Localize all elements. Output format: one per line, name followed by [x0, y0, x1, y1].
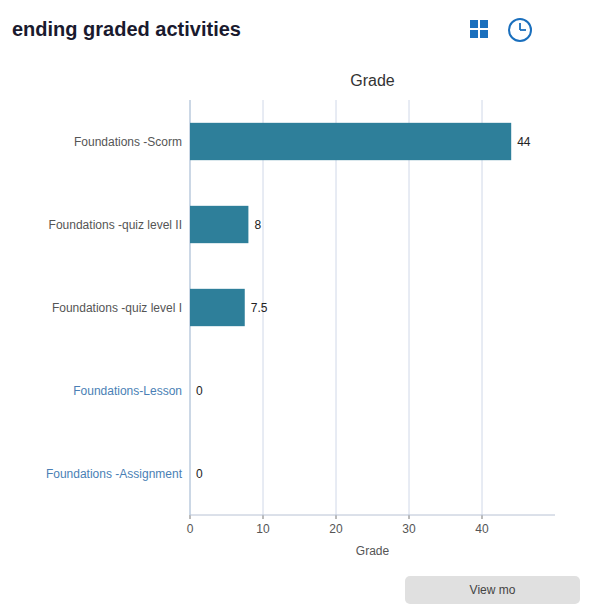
header-icons	[470, 19, 531, 41]
grid-icon-square	[470, 20, 478, 28]
grid-line	[409, 100, 410, 515]
bar	[190, 289, 245, 326]
x-tick-label: 20	[329, 522, 343, 536]
bar	[190, 123, 511, 160]
bar	[190, 455, 191, 492]
view-more-text[interactable]: View mo	[470, 583, 516, 597]
x-axis-line	[190, 515, 555, 516]
x-tick	[263, 515, 264, 519]
grid-icon-square	[470, 30, 478, 38]
chart-svg: ending graded activitiesGrade01020304000…	[0, 0, 600, 613]
x-axis-title: Grade	[356, 544, 390, 558]
category-label: Foundations -quiz level I	[52, 301, 182, 315]
grid-icon-square	[480, 20, 488, 28]
bars	[190, 123, 511, 326]
x-tick	[190, 515, 191, 519]
category-label: Foundations-Lesson	[73, 384, 182, 398]
clock-hand	[519, 23, 521, 30]
data-label: 7.5	[251, 301, 268, 315]
view-more-background[interactable]	[405, 576, 580, 604]
bar	[190, 206, 248, 243]
x-tick	[336, 515, 337, 519]
grid-line	[482, 100, 483, 515]
category-label: Foundations -quiz level II	[49, 218, 182, 232]
x-tick-label: 30	[402, 522, 416, 536]
data-label: 0	[196, 384, 203, 398]
header: ending graded activities	[12, 18, 241, 40]
chart-title: Grade	[350, 72, 395, 89]
x-tick-label: 40	[475, 522, 489, 536]
x-tick-label: 0	[187, 522, 194, 536]
x-axis-ticks: 0 10 20 30 40	[187, 515, 489, 536]
bar	[190, 372, 191, 409]
clock-hand	[520, 29, 526, 31]
grid-line	[336, 100, 337, 515]
view-more-button[interactable]: View mo	[405, 576, 580, 604]
data-label: 8	[254, 218, 261, 232]
data-labels: 0 0 7.5 8 44	[196, 135, 531, 481]
x-tick	[409, 515, 410, 519]
grid-icon-square	[480, 30, 488, 38]
chart-container: ending graded activitiesGrade01020304000…	[0, 0, 600, 613]
category-label: Foundations -Assignment	[46, 467, 183, 481]
data-label: 44	[517, 135, 531, 149]
x-tick-label: 10	[256, 522, 270, 536]
category-label: Foundations -Scorm	[74, 135, 182, 149]
clock-icon	[509, 19, 531, 41]
x-tick	[482, 515, 483, 519]
grid	[190, 100, 482, 515]
data-label: 0	[196, 467, 203, 481]
y-axis-labels: Foundations -Assignment Foundations-Lesso…	[46, 135, 183, 481]
